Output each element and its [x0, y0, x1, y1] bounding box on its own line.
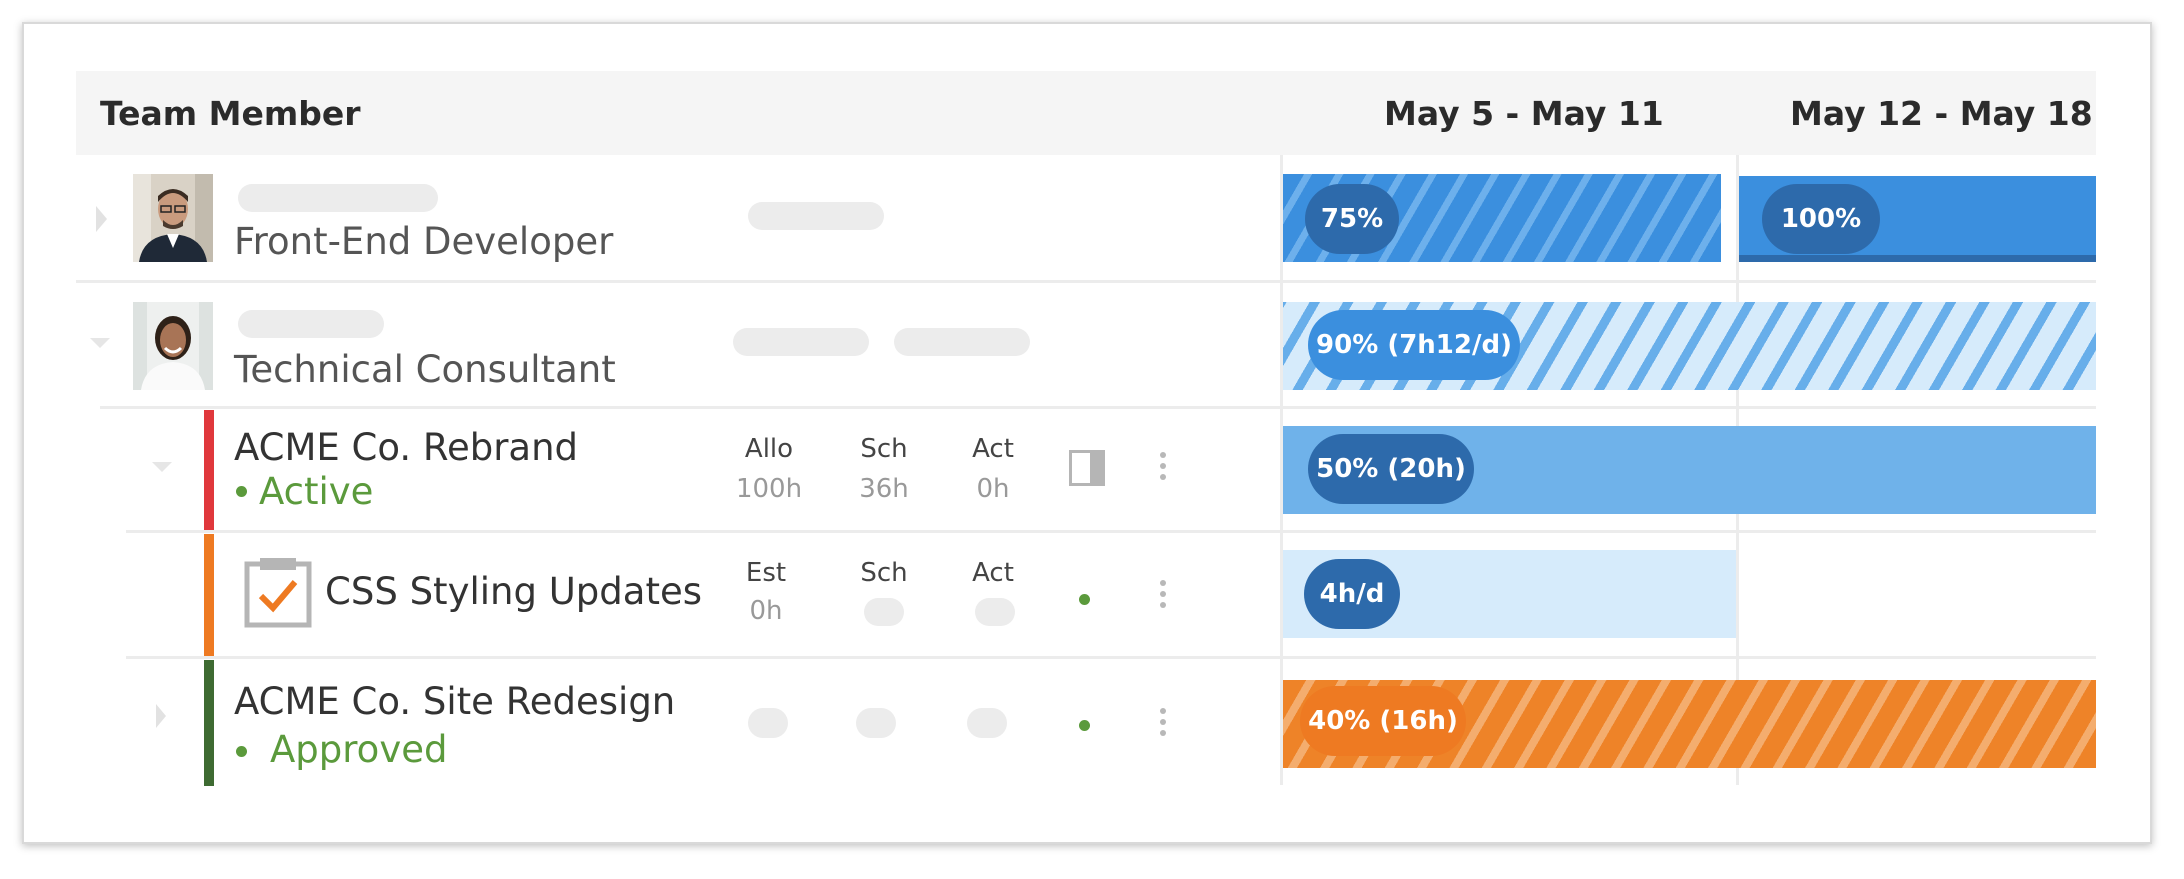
row-divider [76, 280, 2096, 283]
member-title: Technical Consultant [234, 348, 616, 391]
member-title: Front-End Developer [234, 220, 614, 263]
status-dot [236, 486, 247, 497]
column-label: Act [972, 558, 1014, 588]
allocation-pill[interactable]: 100% [1762, 184, 1880, 254]
column-placeholder [748, 202, 884, 230]
kebab-menu-icon[interactable] [1160, 708, 1166, 741]
task-clipboard-icon [244, 556, 312, 632]
row-divider [100, 406, 2096, 409]
task-name[interactable]: CSS Styling Updates [325, 570, 702, 613]
split-view-icon[interactable] [1069, 450, 1105, 486]
chevron-down-icon[interactable] [152, 462, 172, 472]
week-header-1: May 5 - May 11 [1384, 94, 1664, 133]
allocation-pill[interactable]: 4h/d [1304, 559, 1400, 629]
status-dot [1079, 594, 1090, 605]
allocation-pill[interactable]: 50% (20h) [1308, 434, 1474, 504]
allocation-pill[interactable]: 90% (7h12/d) [1308, 310, 1520, 380]
value-placeholder [864, 598, 904, 626]
avatar[interactable] [133, 302, 213, 390]
kebab-menu-icon[interactable] [1160, 452, 1166, 485]
project-color-bar [204, 660, 214, 786]
column-value: 100h [735, 474, 803, 504]
column-label: Est [745, 558, 787, 588]
column-value: 36h [859, 474, 909, 504]
status-dot [1079, 720, 1090, 731]
column-placeholder [894, 328, 1030, 356]
name-placeholder [238, 184, 438, 212]
status-dot [236, 746, 247, 757]
row-divider [126, 656, 2096, 659]
column-placeholder [733, 328, 869, 356]
value-placeholder [975, 598, 1015, 626]
column-value: 0h [976, 474, 1010, 504]
project-status: Approved [270, 728, 448, 771]
value-placeholder [748, 708, 788, 738]
chevron-right-icon[interactable] [96, 206, 107, 232]
column-label: Sch [860, 434, 908, 464]
avatar[interactable] [133, 174, 213, 262]
project-name[interactable]: ACME Co. Rebrand [234, 426, 579, 469]
kebab-menu-icon[interactable] [1160, 580, 1166, 613]
column-value: 0h [749, 596, 783, 626]
name-placeholder [238, 310, 384, 338]
allocation-pill[interactable]: 75% [1305, 184, 1399, 254]
project-name[interactable]: ACME Co. Site Redesign [234, 680, 676, 723]
chevron-down-icon[interactable] [90, 338, 110, 348]
column-label: Allo [744, 434, 794, 464]
row-divider [126, 530, 2096, 533]
timeline-divider [1280, 155, 1283, 785]
project-color-bar [204, 410, 214, 530]
week-header-2: May 12 - May 18 [1790, 94, 2093, 133]
column-label: Sch [860, 558, 908, 588]
allocation-pill[interactable]: 40% (16h) [1300, 686, 1466, 756]
value-placeholder [967, 708, 1007, 738]
project-color-bar [204, 534, 214, 656]
grid-header [76, 71, 2096, 155]
project-status: Active [259, 470, 374, 513]
column-label: Act [972, 434, 1014, 464]
team-member-header: Team Member [100, 94, 361, 133]
value-placeholder [856, 708, 896, 738]
chevron-right-icon[interactable] [156, 704, 166, 728]
